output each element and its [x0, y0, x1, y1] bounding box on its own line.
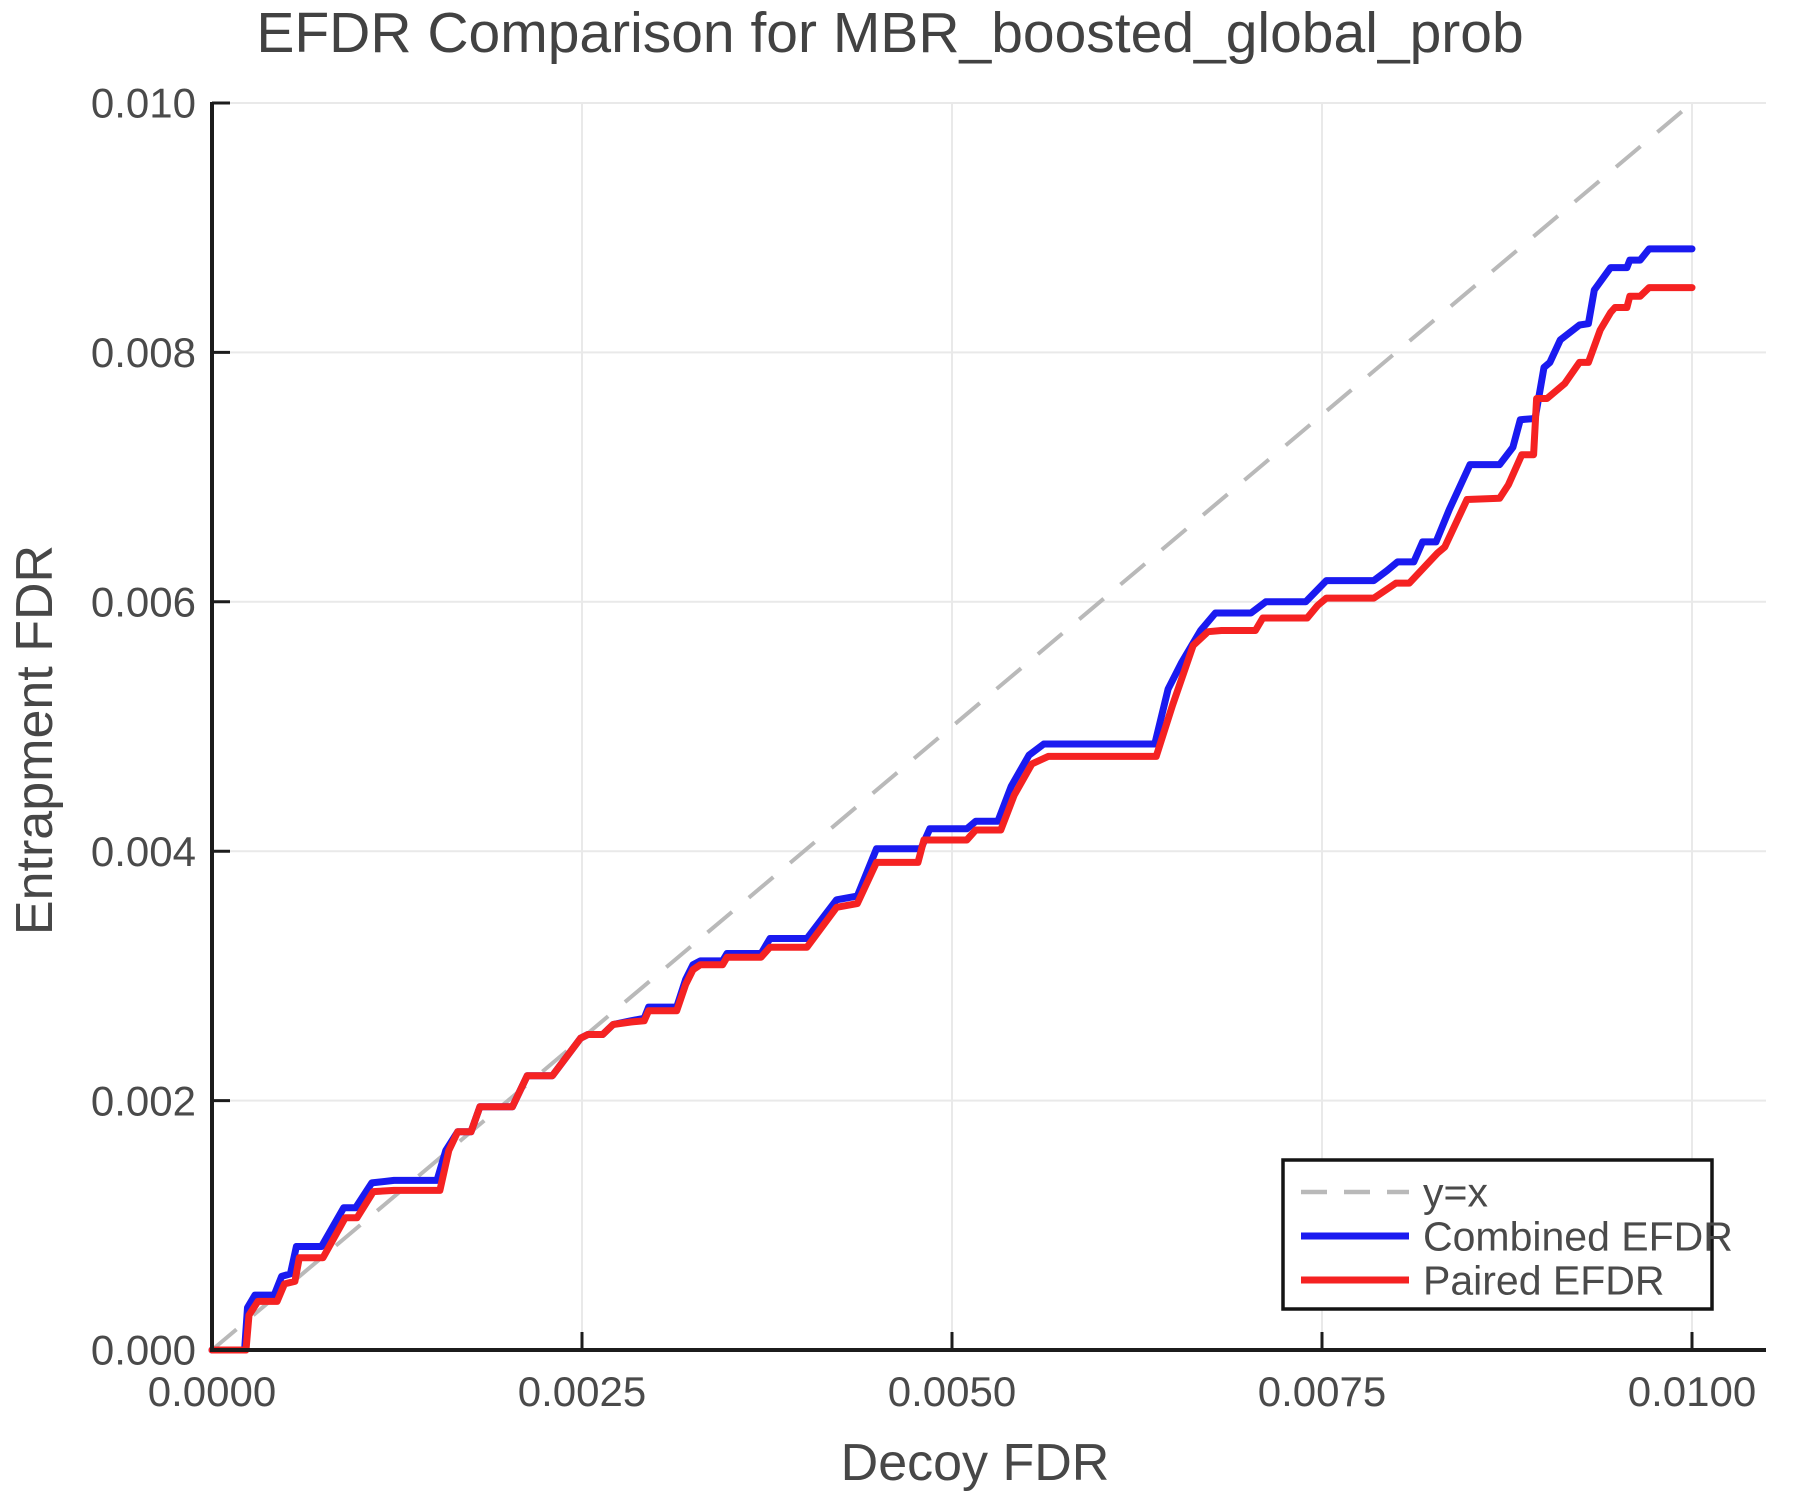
y-tick-label: 0.000 [91, 1327, 196, 1374]
y-tick-label: 0.010 [91, 80, 196, 127]
x-tick-label: 0.0050 [888, 1368, 1016, 1415]
x-tick-label: 0.0000 [148, 1368, 276, 1415]
y-tick-label: 0.008 [91, 329, 196, 376]
series-layer [208, 245, 1696, 1354]
gridlines [212, 102, 1766, 1350]
x-tick-label: 0.0075 [1258, 1368, 1386, 1415]
y-axis-label: Entrapment FDR [6, 545, 64, 935]
paired-efdr-line [208, 284, 1696, 1354]
legend-label-paired: Paired EFDR [1423, 1257, 1665, 1303]
legend: y=x Combined EFDR Paired EFDR [1281, 1158, 1733, 1311]
x-tick-label: 0.0100 [1628, 1368, 1756, 1415]
x-tick-label: 0.0025 [518, 1368, 646, 1415]
y-tick-label: 0.006 [91, 579, 196, 626]
tick-labels: 0.000 0.002 0.004 0.006 0.008 0.010 0.0000 0.00… [91, 80, 1756, 1415]
y-tick-label: 0.002 [91, 1077, 196, 1124]
y-tick-label: 0.004 [91, 828, 196, 875]
axes [210, 101, 1766, 1352]
legend-label-identity: y=x [1423, 1169, 1488, 1215]
chart-title: EFDR Comparison for MBR_boosted_global_p… [256, 1, 1523, 65]
x-axis-label: Decoy FDR [841, 1434, 1110, 1492]
legend-label-combined: Combined EFDR [1423, 1213, 1733, 1259]
